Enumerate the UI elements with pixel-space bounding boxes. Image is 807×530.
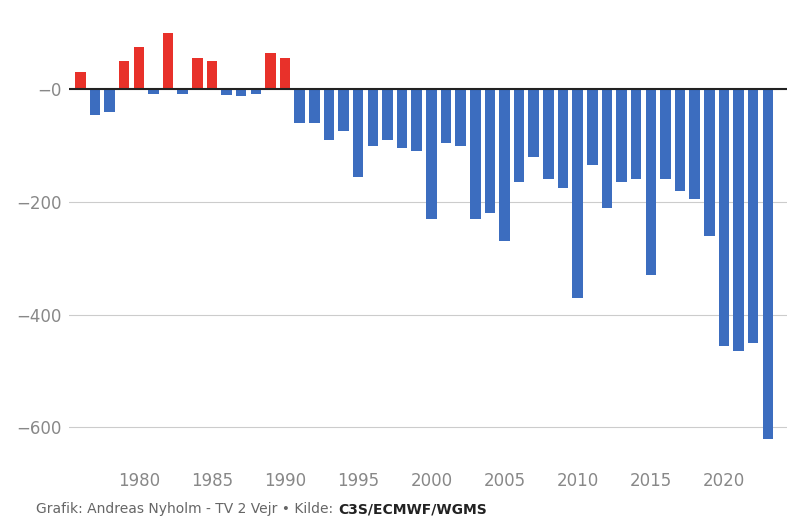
Bar <box>748 89 759 343</box>
Bar <box>412 89 422 151</box>
Bar <box>163 33 174 89</box>
Bar <box>500 89 510 241</box>
Bar <box>689 89 700 199</box>
Bar <box>455 89 466 146</box>
Bar <box>572 89 583 298</box>
Bar <box>295 89 305 123</box>
Bar <box>104 89 115 112</box>
Bar <box>338 89 349 131</box>
Bar <box>75 72 86 89</box>
Bar <box>133 47 144 89</box>
Bar <box>178 89 188 94</box>
Bar <box>192 58 203 89</box>
Bar <box>734 89 744 351</box>
Bar <box>383 89 393 140</box>
Bar <box>646 89 656 275</box>
Bar <box>148 89 159 94</box>
Bar <box>763 89 773 438</box>
Bar <box>119 61 129 89</box>
Bar <box>426 89 437 219</box>
Bar <box>309 89 320 123</box>
Bar <box>353 89 363 176</box>
Bar <box>719 89 730 346</box>
Bar <box>514 89 525 182</box>
Bar <box>704 89 714 236</box>
Bar <box>324 89 334 140</box>
Bar <box>617 89 627 182</box>
Text: Grafik: Andreas Nyholm - TV 2 Vejr • Kilde:: Grafik: Andreas Nyholm - TV 2 Vejr • Kil… <box>36 502 338 516</box>
Bar <box>207 61 217 89</box>
Bar <box>675 89 685 191</box>
Text: C3S/ECMWF/WGMS: C3S/ECMWF/WGMS <box>338 502 487 516</box>
Bar <box>441 89 451 143</box>
Bar <box>221 89 232 95</box>
Bar <box>631 89 642 179</box>
Bar <box>485 89 495 213</box>
Bar <box>470 89 480 219</box>
Bar <box>236 89 246 96</box>
Bar <box>529 89 539 157</box>
Bar <box>660 89 671 179</box>
Bar <box>266 52 276 89</box>
Bar <box>90 89 100 114</box>
Bar <box>280 58 291 89</box>
Bar <box>250 89 261 94</box>
Bar <box>543 89 554 179</box>
Bar <box>587 89 597 165</box>
Bar <box>368 89 378 146</box>
Bar <box>602 89 613 208</box>
Bar <box>558 89 568 188</box>
Bar <box>397 89 408 148</box>
